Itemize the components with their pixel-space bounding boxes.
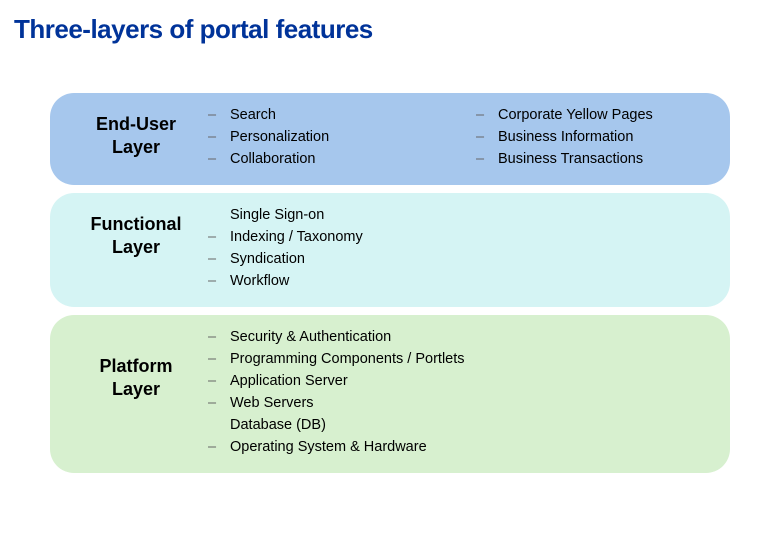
layer-end-user: End-User Layer –Search –Personalization …: [50, 93, 730, 185]
item-text: Web Servers: [230, 393, 714, 414]
item-text: Business Transactions: [498, 149, 714, 170]
dash-icon: –: [206, 327, 230, 348]
column: Single Sign-on –Indexing / Taxonomy –Syn…: [206, 205, 714, 293]
item-text: Collaboration: [230, 149, 446, 170]
list-item: Database (DB): [206, 415, 714, 436]
dash-icon: –: [206, 149, 230, 170]
item-text: Indexing / Taxonomy: [230, 227, 714, 248]
dash-icon: –: [474, 105, 498, 126]
dash-icon: –: [206, 105, 230, 126]
column: –Search –Personalization –Collaboration: [206, 105, 446, 171]
list-item: –Business Transactions: [474, 149, 714, 170]
list-item: –Security & Authentication: [206, 327, 714, 348]
layer-label-text: Layer: [112, 379, 160, 399]
item-text: Application Server: [230, 371, 714, 392]
item-text: Operating System & Hardware: [230, 437, 714, 458]
layers-container: End-User Layer –Search –Personalization …: [50, 93, 730, 473]
item-text: Security & Authentication: [230, 327, 714, 348]
item-text: Personalization: [230, 127, 446, 148]
list-item: –Web Servers: [206, 393, 714, 414]
item-text: Syndication: [230, 249, 714, 270]
dash-icon: –: [206, 249, 230, 270]
item-text: Search: [230, 105, 446, 126]
layer-label-text: Layer: [112, 137, 160, 157]
list-item: –Search: [206, 105, 446, 126]
layer-label-text: Platform: [99, 356, 172, 376]
column: –Security & Authentication –Programming …: [206, 327, 714, 459]
layer-label-text: End-User: [96, 114, 176, 134]
dash-icon: –: [206, 227, 230, 248]
dash-icon: –: [206, 349, 230, 370]
list-item: Single Sign-on: [206, 205, 714, 226]
item-text: Business Information: [498, 127, 714, 148]
list-item: –Workflow: [206, 271, 714, 292]
item-text: Corporate Yellow Pages: [498, 105, 714, 126]
item-text: Programming Components / Portlets: [230, 349, 714, 370]
list-item: –Syndication: [206, 249, 714, 270]
column: –Corporate Yellow Pages –Business Inform…: [474, 105, 714, 171]
layer-platform: Platform Layer –Security & Authenticatio…: [50, 315, 730, 473]
layer-label-text: Layer: [112, 237, 160, 257]
layer-label-platform: Platform Layer: [66, 327, 206, 400]
list-item: –Indexing / Taxonomy: [206, 227, 714, 248]
dash-icon: –: [474, 127, 498, 148]
dash-icon: –: [206, 271, 230, 292]
dash-icon: –: [206, 127, 230, 148]
list-item: –Corporate Yellow Pages: [474, 105, 714, 126]
list-item: –Business Information: [474, 127, 714, 148]
dash-icon: –: [206, 371, 230, 392]
list-item: –Collaboration: [206, 149, 446, 170]
layer-content: –Security & Authentication –Programming …: [206, 327, 714, 459]
layer-content: Single Sign-on –Indexing / Taxonomy –Syn…: [206, 205, 714, 293]
dash-icon: –: [474, 149, 498, 170]
layer-label-functional: Functional Layer: [66, 205, 206, 258]
dash-icon: –: [206, 393, 230, 414]
slide-title: Three-layers of portal features: [0, 0, 780, 45]
dash-icon: –: [206, 437, 230, 458]
list-item: –Application Server: [206, 371, 714, 392]
layer-label-text: Functional: [91, 214, 182, 234]
item-text: Single Sign-on: [230, 205, 714, 226]
item-text: Database (DB): [230, 415, 714, 436]
item-text: Workflow: [230, 271, 714, 292]
list-item: –Programming Components / Portlets: [206, 349, 714, 370]
list-item: –Personalization: [206, 127, 446, 148]
layer-functional: Functional Layer Single Sign-on –Indexin…: [50, 193, 730, 307]
layer-content: –Search –Personalization –Collaboration …: [206, 105, 714, 171]
list-item: –Operating System & Hardware: [206, 437, 714, 458]
layer-label-end-user: End-User Layer: [66, 105, 206, 158]
